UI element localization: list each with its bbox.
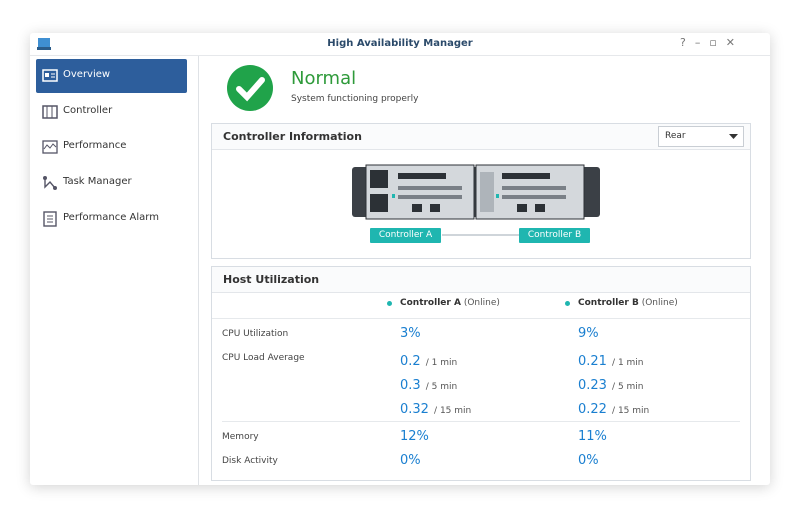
sidebar-icon — [42, 69, 58, 82]
metric-value: 0.22 — [578, 402, 607, 417]
status-title: Normal — [291, 68, 357, 89]
sidebar-label: Task Manager — [63, 176, 132, 188]
sidebar-item[interactable]: Performance — [36, 130, 187, 164]
metric-value: 0.3 — [400, 378, 421, 393]
status-icon — [227, 65, 273, 111]
row-label: CPU Load Average — [222, 353, 305, 363]
metric-value: 0% — [578, 453, 599, 468]
load-average: 0.22 / 15 min — [578, 398, 649, 417]
controller-state: (Online) — [641, 298, 678, 308]
status-dot — [387, 301, 392, 306]
row-label: Disk Activity — [222, 456, 278, 466]
load-average: 0.2 / 1 min — [400, 350, 457, 369]
metric-value: 0.21 — [578, 354, 607, 369]
row-label: Memory — [222, 432, 259, 442]
status-subtitle: System functioning properly — [291, 94, 419, 104]
metric-value: 0.23 — [578, 378, 607, 393]
controller-label: Controller A — [370, 228, 441, 243]
metric-value: 0% — [400, 453, 421, 468]
controller-name: Controller B — [578, 298, 639, 308]
metric-unit: / 5 min — [612, 382, 644, 392]
sidebar-label: Controller — [63, 104, 113, 116]
sidebar-item[interactable]: Performance Alarm — [36, 202, 187, 236]
load-average: 0.21 / 1 min — [578, 350, 644, 369]
controller-state: (Online) — [463, 298, 500, 308]
metric-value: 12% — [400, 429, 429, 444]
metric-value: 3% — [400, 326, 421, 341]
load-average: 0.23 / 5 min — [578, 374, 644, 393]
link-line — [442, 234, 522, 236]
metric-value: 0.2 — [400, 354, 421, 369]
controller-name: Controller A — [400, 298, 461, 308]
metric-unit: / 1 min — [425, 358, 458, 368]
title-bar: High Availability Manager ?–▫✕ — [30, 33, 770, 56]
window-controls[interactable]: ?–▫✕ — [680, 36, 745, 49]
column-header: Controller B (Online) — [578, 298, 678, 308]
column-header: Controller A (Online) — [400, 298, 500, 308]
divider — [222, 421, 740, 422]
metric-value: 9% — [578, 326, 599, 341]
metric-unit: / 5 min — [425, 382, 458, 392]
sidebar-icon — [42, 140, 58, 155]
metric-value: 11% — [578, 429, 607, 444]
status-dot — [565, 301, 570, 306]
metric-unit: / 15 min — [612, 406, 650, 416]
sidebar-item[interactable]: Overview — [36, 59, 187, 93]
load-average: 0.32 / 15 min — [400, 398, 471, 417]
view-dropdown[interactable]: Rear — [658, 126, 744, 147]
host-utilization-panel: Host Utilization Controller A (Online) Co… — [211, 266, 751, 481]
sidebar-label: Performance Alarm — [63, 211, 159, 223]
dropdown-arrow — [729, 134, 738, 139]
dropdown-value: Rear — [665, 131, 686, 141]
sidebar-item[interactable]: Controller — [36, 95, 187, 129]
sidebar-icon — [42, 104, 58, 119]
row-label: CPU Utilization — [222, 329, 289, 339]
panel-header: Host Utilization — [212, 267, 750, 293]
metric-unit: / 15 min — [434, 406, 472, 416]
sidebar-icon — [43, 176, 57, 191]
controller-info-panel: Controller Information Rear Controller A… — [211, 123, 751, 259]
controller-label: Controller B — [519, 228, 590, 243]
window-title: High Availability Manager — [327, 38, 473, 49]
sidebar-label: Overview — [63, 69, 111, 80]
sidebar-label: Performance — [63, 140, 127, 152]
sidebar: Overview Controller Performance Task Manage… — [30, 56, 199, 485]
sidebar-item[interactable]: Task Manager — [36, 166, 187, 200]
metric-value: 0.32 — [400, 402, 429, 417]
panel-title: Controller Information — [223, 130, 362, 143]
app-icon — [37, 38, 51, 50]
panel-title: Host Utilization — [223, 273, 320, 286]
window: High Availability Manager ?–▫✕ Overview C… — [30, 33, 770, 485]
metric-unit: / 1 min — [612, 358, 644, 368]
sidebar-icon — [43, 211, 57, 227]
load-average: 0.3 / 5 min — [400, 374, 457, 393]
divider — [212, 318, 750, 319]
device-image — [352, 164, 600, 220]
